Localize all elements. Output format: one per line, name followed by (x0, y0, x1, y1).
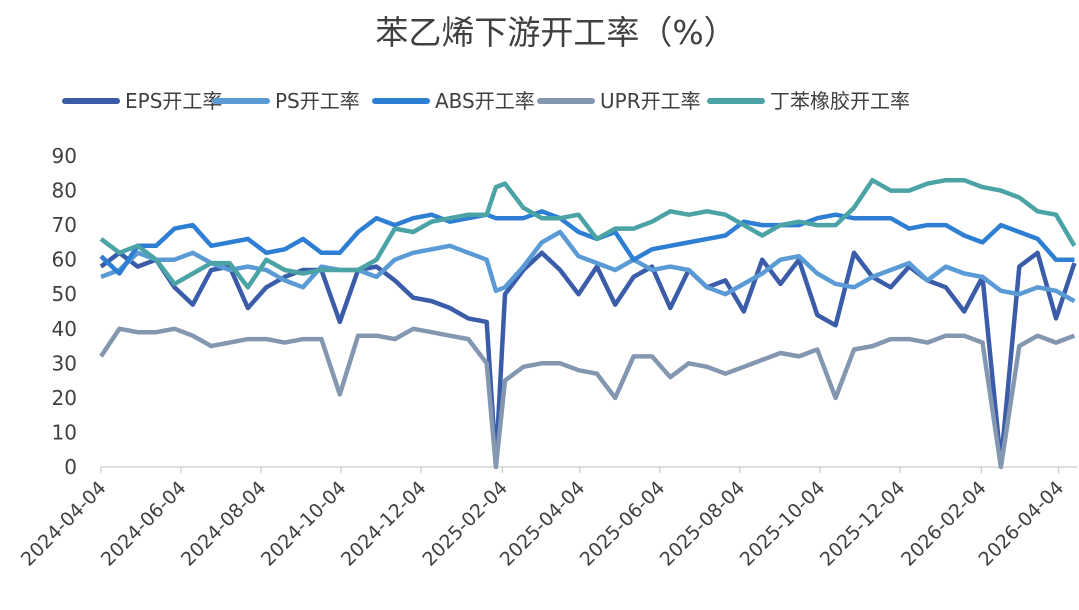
y-tick-label: 70 (52, 213, 77, 237)
x-tick-label: 2025-10-04 (736, 477, 830, 571)
y-tick-label: 80 (52, 179, 77, 203)
x-tick-label: 2025-08-04 (656, 477, 750, 571)
legend-label: PS开工率 (275, 89, 360, 113)
series-line (99, 177, 1077, 290)
legend-label: ABS开工率 (435, 89, 535, 113)
chart-title: 苯乙烯下游开工率（%） (375, 13, 736, 52)
y-tick-label: 50 (52, 282, 77, 306)
series-line (99, 209, 1075, 276)
x-tick-label: 2025-06-04 (576, 477, 670, 571)
x-tick-label: 2024-04-04 (17, 477, 111, 571)
y-tick-label: 10 (52, 420, 77, 444)
x-tick-label: 2024-06-04 (97, 477, 191, 571)
x-tick-label: 2024-12-04 (337, 477, 431, 571)
legend-label: 丁苯橡胶开工率 (770, 89, 910, 113)
y-tick-label: 0 (64, 455, 77, 479)
y-tick-label: 20 (52, 386, 77, 410)
series-line (100, 229, 1076, 304)
x-tick-label: 2024-10-04 (257, 477, 351, 571)
series-line (99, 326, 1076, 470)
legend-label: EPS开工率 (125, 89, 222, 113)
legend-label: UPR开工率 (600, 89, 701, 113)
y-tick-label: 40 (52, 317, 77, 341)
y-tick-label: 30 (52, 351, 77, 375)
y-tick-label: 90 (52, 144, 77, 168)
x-tick-label: 2024-08-04 (177, 477, 271, 571)
series-line (99, 250, 1077, 466)
x-tick-label: 2025-12-04 (816, 477, 910, 571)
y-tick-label: 60 (52, 248, 77, 272)
